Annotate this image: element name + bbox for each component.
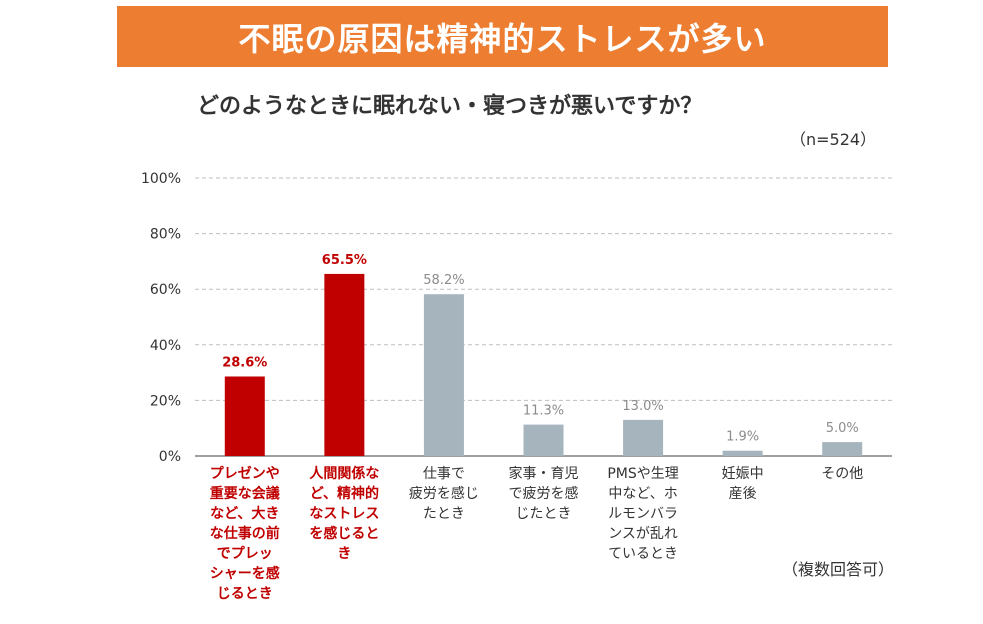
category-label-line: たとき	[422, 506, 465, 522]
category-label-line: 産後	[728, 486, 757, 502]
y-tick-label: 100%	[141, 171, 181, 187]
category-label: PMSや生理 中など、ホルモンバランスが乱れているとき	[595, 464, 691, 564]
category-label-line: じるとき	[216, 586, 273, 602]
survey-question: どのようなときに眠れない・寝つきが悪いですか？	[197, 94, 703, 119]
data-label: 58.2%	[423, 273, 464, 288]
category-label-line: き	[337, 546, 352, 562]
bar-1	[224, 376, 265, 456]
category-label-line: その他	[821, 466, 864, 482]
category-label-line: なストレス	[309, 506, 380, 522]
y-tick-label: 0%	[159, 449, 181, 465]
data-label: 11.3%	[523, 404, 564, 419]
category-label-line: でプレッ	[216, 546, 273, 562]
category-label-line: シャーを感	[209, 566, 280, 582]
category-label-line: 中など、ホ	[608, 486, 678, 502]
category-label: 妊娠中 産後	[695, 464, 791, 504]
category-label-line: な仕事の前	[209, 526, 280, 542]
category-label-line: ど、精神的	[309, 486, 379, 502]
category-label-line: 人間関係な	[309, 466, 380, 482]
category-label-line: など、大き	[210, 506, 280, 522]
bar-3	[423, 294, 464, 456]
category-label-line: 仕事で	[422, 466, 465, 482]
bar-4	[523, 424, 564, 456]
sample-size: （n=524）	[790, 130, 877, 149]
category-label-line: を感じると	[309, 526, 380, 542]
y-tick-label: 80%	[150, 227, 181, 243]
category-label-line: 疲労を感じ	[408, 486, 479, 502]
y-tick-label: 20%	[150, 393, 181, 409]
category-label-line: 妊娠中	[721, 466, 764, 482]
category-label-line: ンスが乱れ	[608, 526, 678, 542]
category-label-line: じたとき	[515, 506, 572, 522]
title-banner: 不眠の原因は精神的ストレスが多い	[117, 6, 888, 67]
data-label: 1.9%	[726, 430, 759, 445]
category-label-line: ているとき	[608, 546, 679, 562]
bar-7	[822, 442, 863, 456]
category-label: 人間関係など、精神的なストレスを感じるとき	[296, 464, 392, 564]
y-tick-label: 40%	[150, 338, 181, 354]
data-label: 5.0%	[826, 421, 859, 436]
bar-5	[623, 419, 664, 456]
bar-2	[324, 273, 365, 456]
multiple-answer-note: （複数回答可）	[782, 560, 895, 579]
data-label: 13.0%	[622, 399, 663, 414]
category-label-line: で疲労を感	[508, 486, 579, 502]
category-label-line: 重要な会議	[209, 486, 280, 502]
data-label: 65.5%	[322, 253, 367, 268]
category-label: 家事・育児で疲労を感じたとき	[496, 464, 592, 524]
data-label: 28.6%	[222, 355, 267, 370]
category-label-line: PMSや生理	[607, 466, 679, 482]
bar-6	[722, 450, 763, 456]
category-label: その他	[794, 464, 890, 484]
category-label-line: ルモンバラ	[608, 506, 679, 522]
category-label: プレゼンや重要な会議など、大きな仕事の前でプレッシャーを感じるとき	[197, 464, 293, 604]
category-label-line: 家事・育児	[508, 466, 579, 482]
y-tick-label: 60%	[150, 282, 181, 298]
category-label: 仕事で疲労を感じたとき	[396, 464, 492, 524]
banner-title: 不眠の原因は精神的ストレスが多い	[238, 19, 767, 58]
category-label-line: プレゼンや	[209, 466, 280, 482]
